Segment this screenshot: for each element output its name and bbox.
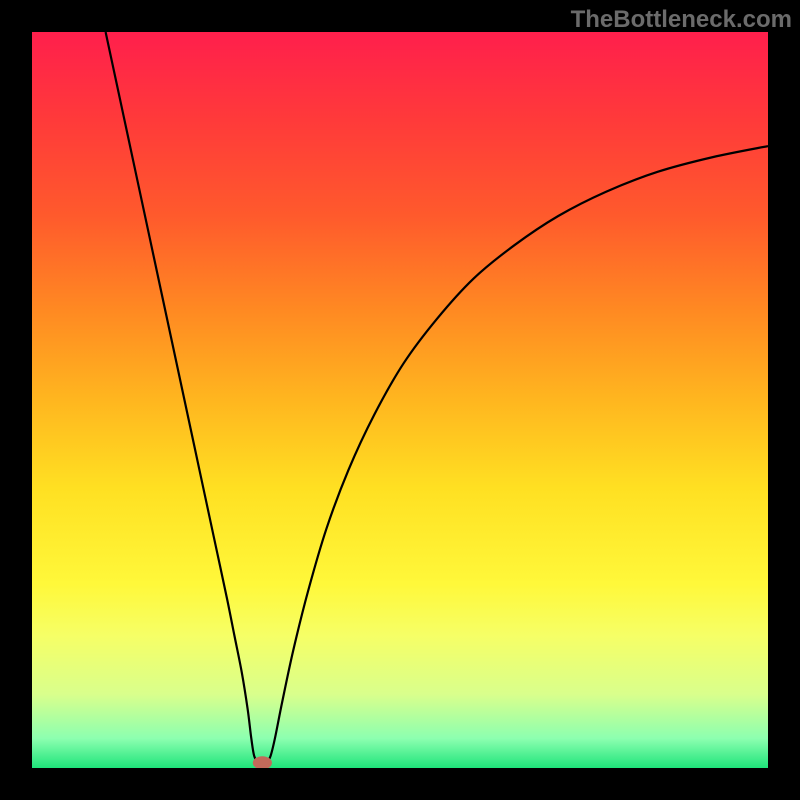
bottleneck-curve [106,32,768,764]
curve-layer [32,32,768,768]
watermark-text: TheBottleneck.com [571,6,792,34]
plot-area [32,32,768,768]
chart-frame: TheBottleneck.com [0,0,800,800]
